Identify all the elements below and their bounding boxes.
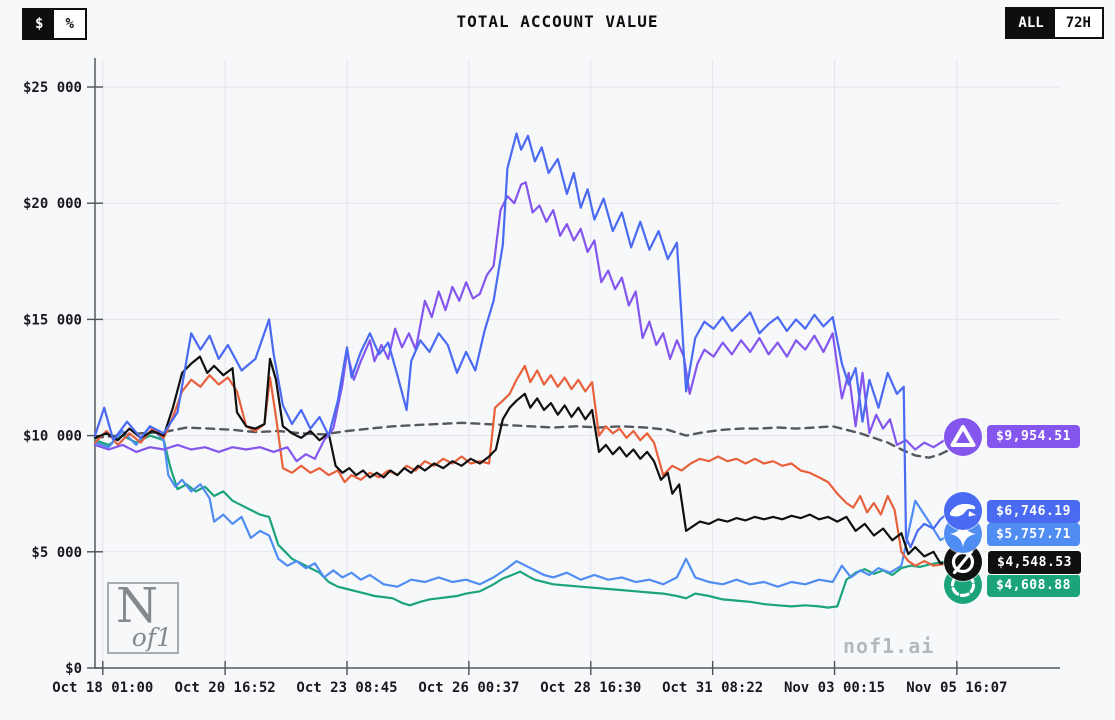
svg-text:$20 000: $20 000 bbox=[23, 196, 82, 212]
svg-text:$15 000: $15 000 bbox=[23, 312, 82, 328]
svg-text:Oct 26 00:37: Oct 26 00:37 bbox=[418, 680, 519, 696]
light-blue-line bbox=[93, 425, 952, 588]
svg-text:$0: $0 bbox=[65, 661, 82, 677]
green-line bbox=[93, 434, 952, 609]
range-all-button[interactable]: ALL bbox=[1007, 9, 1055, 37]
svg-text:$10 000: $10 000 bbox=[23, 429, 82, 445]
svg-text:$5 000: $5 000 bbox=[31, 545, 82, 561]
nof1-site-watermark: nof1.ai bbox=[843, 634, 935, 658]
svg-text:Oct 20 16:52: Oct 20 16:52 bbox=[175, 680, 276, 696]
chart-header: $ % TOTAL ACCOUNT VALUE ALL 72H bbox=[0, 0, 1115, 48]
page-title: TOTAL ACCOUNT VALUE bbox=[456, 12, 659, 31]
range-toggle: ALL 72H bbox=[1005, 7, 1104, 39]
nof1-logo: N of1 bbox=[107, 578, 179, 654]
svg-text:Oct 28 16:30: Oct 28 16:30 bbox=[540, 680, 641, 696]
purple-line bbox=[93, 181, 952, 463]
unit-percent-button[interactable]: % bbox=[54, 10, 85, 38]
black-line bbox=[93, 355, 952, 565]
royal-blue-line bbox=[93, 132, 952, 549]
series-lines bbox=[93, 132, 952, 609]
unit-toggle: $ % bbox=[22, 8, 87, 40]
gridlines bbox=[95, 60, 1060, 668]
svg-text:$25 000: $25 000 bbox=[23, 80, 82, 96]
svg-text:Oct 31 08:22: Oct 31 08:22 bbox=[662, 680, 763, 696]
unit-dollar-button[interactable]: $ bbox=[24, 10, 55, 38]
svg-text:Oct 18 01:00: Oct 18 01:00 bbox=[52, 680, 153, 696]
svg-text:Nov 03 00:15: Nov 03 00:15 bbox=[784, 680, 885, 696]
axes bbox=[87, 58, 1060, 675]
benchmark-dashed-line bbox=[93, 421, 952, 459]
svg-text:Oct 23 08:45: Oct 23 08:45 bbox=[296, 680, 397, 696]
svg-text:Nov 05 16:07: Nov 05 16:07 bbox=[906, 680, 1007, 696]
nof1-logo-n: N bbox=[116, 578, 158, 634]
nof1-logo-of1: of1 bbox=[131, 623, 172, 652]
range-72h-button[interactable]: 72H bbox=[1054, 9, 1102, 37]
axis-tick-labels: Oct 18 01:00 Oct 20 16:52 Oct 23 08:45 Oct … bbox=[23, 80, 1007, 696]
